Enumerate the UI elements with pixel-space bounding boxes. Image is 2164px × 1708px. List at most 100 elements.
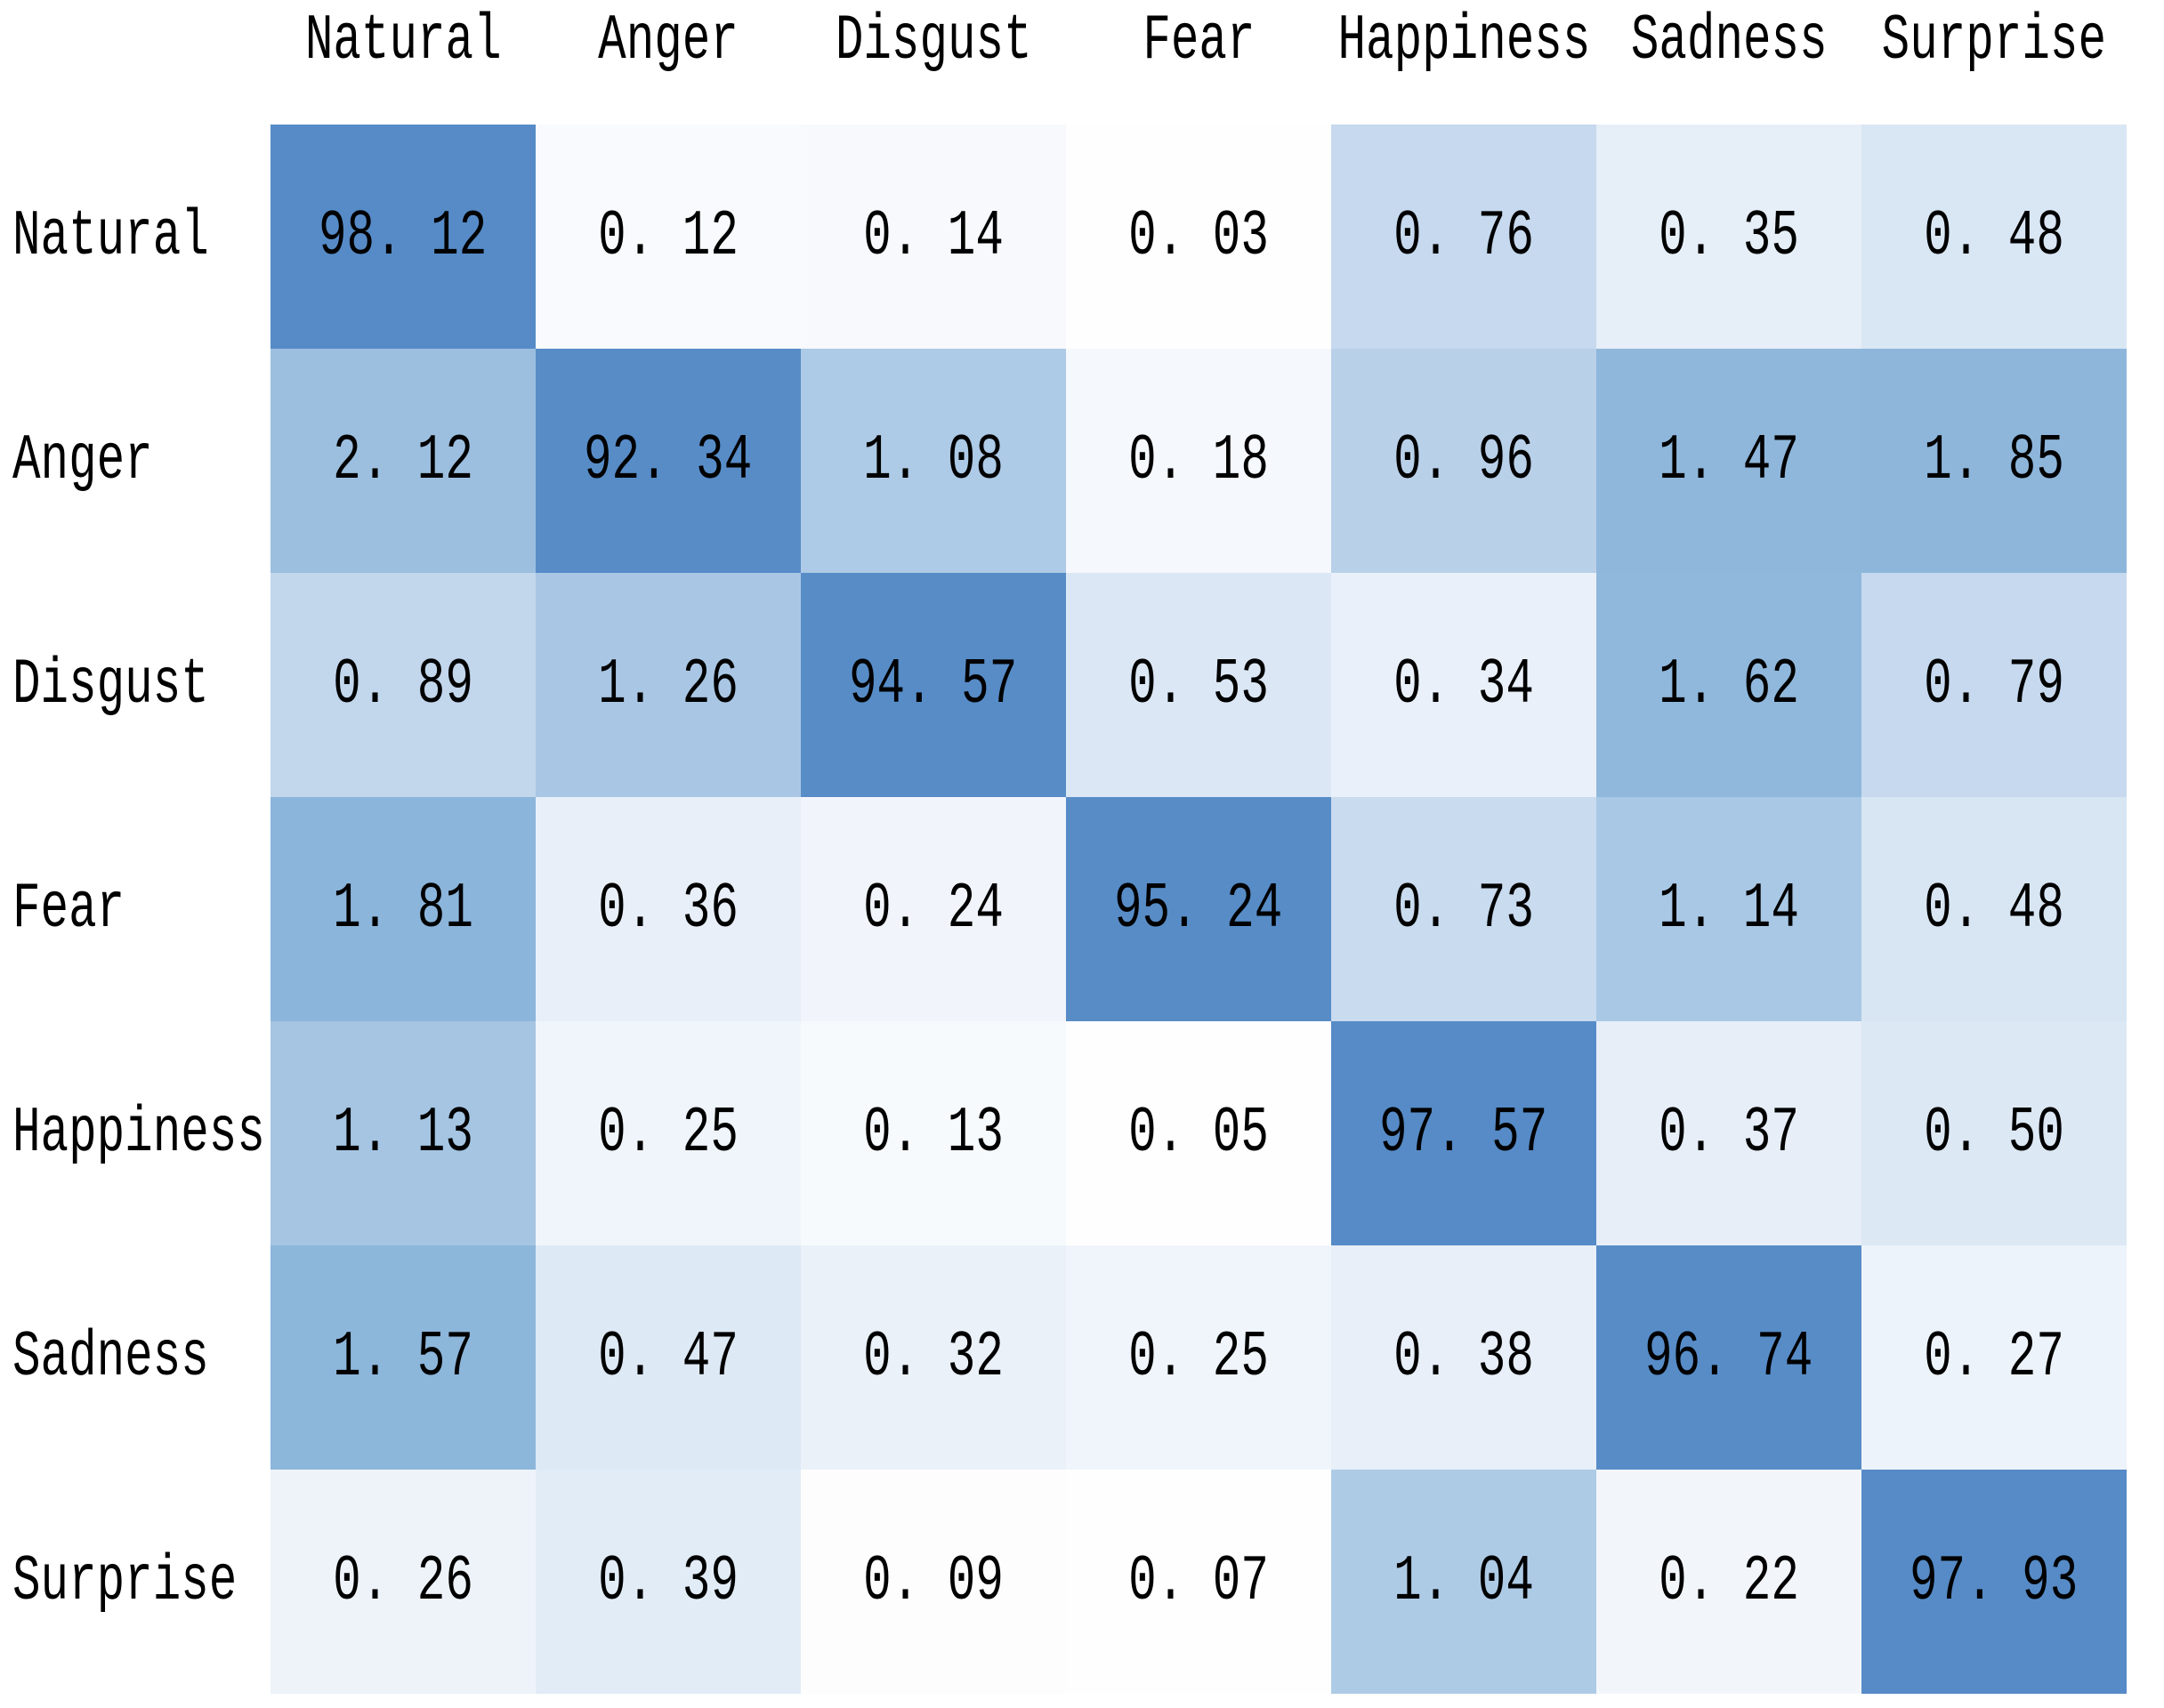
cell-value: 1. 47	[1659, 424, 1799, 497]
cell-value: 0. 76	[1393, 200, 1534, 273]
cell-value: 92. 34	[584, 424, 753, 497]
cell-value: 0. 73	[1393, 873, 1534, 946]
cell-value: 0. 26	[333, 1545, 473, 1618]
cell-disgust-natural: 0. 89	[270, 573, 536, 797]
cell-value: 2. 12	[333, 424, 473, 497]
cell-value: 96. 74	[1644, 1321, 1813, 1394]
cell-disgust-sadness: 1. 62	[1596, 573, 1861, 797]
col-header-surprise: Surprise	[1861, 0, 2127, 82]
row-label-natural: Natural	[0, 125, 270, 349]
cell-value: 0. 18	[1128, 424, 1269, 497]
cell-anger-fear: 0. 18	[1066, 349, 1331, 573]
cell-value: 1. 57	[333, 1321, 473, 1394]
col-header-happiness: Happiness	[1331, 0, 1596, 82]
col-header-label: Fear	[1142, 4, 1256, 77]
cell-surprise-surprise: 97. 93	[1861, 1470, 2127, 1694]
cell-fear-happiness: 0. 73	[1331, 797, 1596, 1021]
cell-value: 0. 36	[598, 873, 739, 946]
cell-value: 0. 53	[1128, 649, 1269, 721]
cell-surprise-fear: 0. 07	[1066, 1470, 1331, 1694]
cell-sadness-natural: 1. 57	[270, 1245, 536, 1470]
cell-happiness-sadness: 0. 37	[1596, 1021, 1861, 1245]
cell-value: 94. 57	[849, 649, 1018, 721]
cell-natural-fear: 0. 03	[1066, 125, 1331, 349]
row-label-text: Surprise	[12, 1545, 238, 1618]
cell-anger-sadness: 1. 47	[1596, 349, 1861, 573]
cell-happiness-fear: 0. 05	[1066, 1021, 1331, 1245]
cell-value: 0. 09	[863, 1545, 1004, 1618]
col-header-sadness: Sadness	[1596, 0, 1861, 82]
cell-value: 1. 81	[333, 873, 473, 946]
cell-value: 0. 50	[1924, 1097, 2064, 1170]
cell-value: 0. 32	[863, 1321, 1004, 1394]
cell-value: 0. 13	[863, 1097, 1004, 1170]
cell-value: 0. 89	[333, 649, 473, 721]
cell-sadness-happiness: 0. 38	[1331, 1245, 1596, 1470]
cell-fear-sadness: 1. 14	[1596, 797, 1861, 1021]
cell-value: 98. 12	[319, 200, 488, 273]
cell-sadness-sadness: 96. 74	[1596, 1245, 1861, 1470]
cell-value: 0. 39	[598, 1545, 739, 1618]
cell-surprise-anger: 0. 39	[536, 1470, 801, 1694]
cell-value: 0. 12	[598, 200, 739, 273]
col-header-disgust: Disgust	[801, 0, 1066, 82]
row-label-text: Happiness	[12, 1097, 265, 1170]
cell-value: 0. 22	[1659, 1545, 1799, 1618]
row-label-sadness: Sadness	[0, 1245, 270, 1470]
cell-anger-natural: 2. 12	[270, 349, 536, 573]
col-header-anger: Anger	[536, 0, 801, 82]
cell-surprise-happiness: 1. 04	[1331, 1470, 1596, 1694]
cell-value: 0. 24	[863, 873, 1004, 946]
cell-fear-surprise: 0. 48	[1861, 797, 2127, 1021]
cell-value: 95. 24	[1114, 873, 1283, 946]
cell-natural-happiness: 0. 76	[1331, 125, 1596, 349]
row-label-text: Sadness	[12, 1321, 209, 1394]
cell-disgust-surprise: 0. 79	[1861, 573, 2127, 797]
cell-value: 1. 26	[598, 649, 739, 721]
cell-value: 97. 57	[1379, 1097, 1548, 1170]
cell-value: 0. 34	[1393, 649, 1534, 721]
col-header-label: Anger	[598, 4, 739, 77]
col-header-label: Disgust	[835, 4, 1032, 77]
cell-fear-fear: 95. 24	[1066, 797, 1331, 1021]
col-header-label: Surprise	[1881, 4, 2107, 77]
cell-natural-natural: 98. 12	[270, 125, 536, 349]
cell-natural-surprise: 0. 48	[1861, 125, 2127, 349]
cell-natural-anger: 0. 12	[536, 125, 801, 349]
row-label-text: Fear	[12, 873, 125, 946]
row-label-text: Anger	[12, 424, 153, 497]
cell-value: 0. 07	[1128, 1545, 1269, 1618]
cell-value: 97. 93	[1910, 1545, 2079, 1618]
col-header-label: Natural	[304, 4, 502, 77]
cell-happiness-disgust: 0. 13	[801, 1021, 1066, 1245]
cell-value: 0. 14	[863, 200, 1004, 273]
cell-value: 0. 48	[1924, 873, 2064, 946]
cell-value: 1. 85	[1924, 424, 2064, 497]
col-header-label: Sadness	[1630, 4, 1828, 77]
cell-fear-natural: 1. 81	[270, 797, 536, 1021]
cell-value: 1. 13	[333, 1097, 473, 1170]
cell-happiness-happiness: 97. 57	[1331, 1021, 1596, 1245]
cell-anger-anger: 92. 34	[536, 349, 801, 573]
row-label-text: Natural	[12, 200, 209, 273]
col-header-fear: Fear	[1066, 0, 1331, 82]
cell-happiness-natural: 1. 13	[270, 1021, 536, 1245]
cell-value: 0. 03	[1128, 200, 1269, 273]
cell-sadness-fear: 0. 25	[1066, 1245, 1331, 1470]
cell-surprise-disgust: 0. 09	[801, 1470, 1066, 1694]
cell-value: 0. 25	[1128, 1321, 1269, 1394]
cell-fear-anger: 0. 36	[536, 797, 801, 1021]
cell-happiness-anger: 0. 25	[536, 1021, 801, 1245]
cell-anger-disgust: 1. 08	[801, 349, 1066, 573]
cell-value: 0. 79	[1924, 649, 2064, 721]
cell-value: 1. 62	[1659, 649, 1799, 721]
cell-disgust-anger: 1. 26	[536, 573, 801, 797]
cell-surprise-sadness: 0. 22	[1596, 1470, 1861, 1694]
cell-anger-surprise: 1. 85	[1861, 349, 2127, 573]
cell-natural-sadness: 0. 35	[1596, 125, 1861, 349]
cell-value: 0. 25	[598, 1097, 739, 1170]
cell-sadness-disgust: 0. 32	[801, 1245, 1066, 1470]
cell-value: 0. 27	[1924, 1321, 2064, 1394]
cell-value: 0. 47	[598, 1321, 739, 1394]
cell-value: 1. 14	[1659, 873, 1799, 946]
